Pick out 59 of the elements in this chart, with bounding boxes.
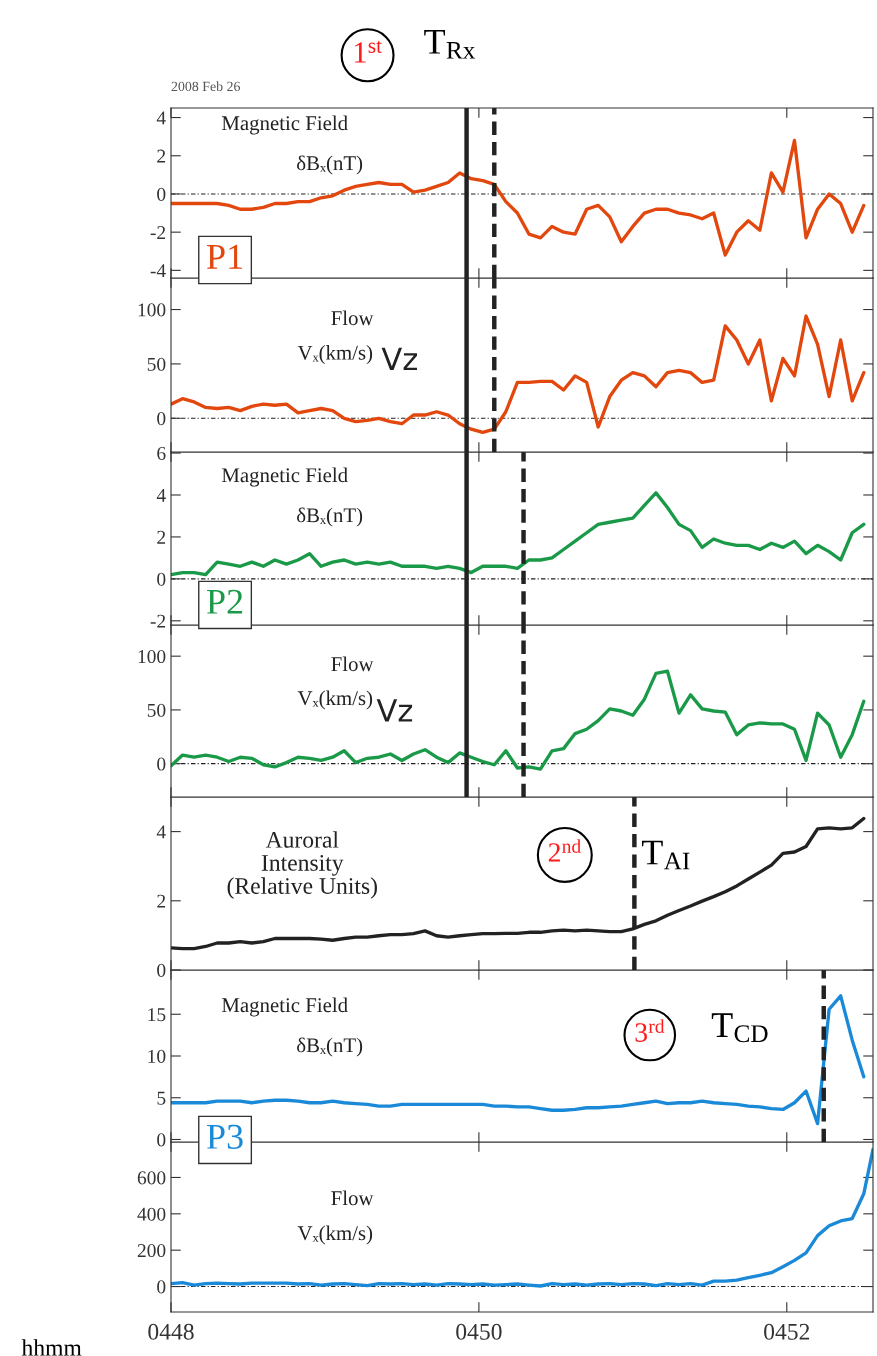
annotation: Vz <box>381 347 418 370</box>
y-tick-label: -2 <box>150 614 166 628</box>
y-tick-label: 2 <box>157 894 166 908</box>
line-series <box>171 491 866 577</box>
x-tick-label: 0448 <box>148 1323 194 1340</box>
annotation: Flow <box>331 1190 374 1206</box>
ref-line-label: T$_{Rx}$ <box>424 29 476 59</box>
ref-line-label: T$_{CD}$ <box>711 1013 768 1043</box>
text: 2008 Feb 26 <box>171 81 241 92</box>
annotation: Magnetic Field <box>221 115 348 135</box>
annotation: Flow <box>331 310 374 326</box>
ref-line-label: T$_{AI}$ <box>641 840 690 870</box>
y-tick-label: 0 <box>157 757 166 771</box>
annotation: P1 <box>207 244 242 269</box>
y-tick-label: 100 <box>138 649 166 664</box>
annotation: Magnetic Field <box>221 997 348 1017</box>
y-tick-label: 15 <box>148 1008 166 1022</box>
annotation: P2 <box>207 589 243 614</box>
y-tick-label: 0 <box>157 572 166 586</box>
y-tick-label: 0 <box>157 1280 166 1294</box>
x-axis-title: hhmm <box>21 1339 82 1356</box>
annotation: 3$^{rd}$ <box>635 1019 665 1042</box>
text: 1$^{st}$ <box>354 40 382 63</box>
y-tick-label: 0 <box>157 1133 166 1147</box>
y-tick-label: 6 <box>157 446 166 460</box>
y-tick-label: 0 <box>157 963 166 977</box>
y-tick-label: -4 <box>150 264 166 278</box>
annotation: Vₓ(km/s) <box>297 1225 373 1245</box>
annotation: Flow <box>331 656 374 672</box>
y-tick-label: 50 <box>147 703 166 717</box>
y-tick-label: 600 <box>137 1171 166 1185</box>
y-tick-label: 200 <box>137 1244 166 1258</box>
y-tick-label: 10 <box>148 1049 166 1063</box>
y-tick-label: 100 <box>138 303 166 317</box>
y-tick-label: -2 <box>150 226 166 239</box>
annotation: 2$^{nd}$ <box>548 839 581 862</box>
y-tick-label: 5 <box>157 1091 166 1105</box>
line-series <box>171 994 866 1126</box>
x-tick-label: 0452 <box>764 1323 810 1340</box>
y-tick-label: 0 <box>157 412 166 426</box>
annotation: Magnetic Field <box>221 467 348 487</box>
annotation: δBₓ(nT) <box>297 155 363 175</box>
y-tick-label: 50 <box>147 357 166 371</box>
y-tick-label: 4 <box>156 111 166 125</box>
y-tick-label: 400 <box>137 1207 166 1221</box>
annotation: Vₓ(km/s) <box>297 345 373 365</box>
annotation: Vz <box>376 699 413 722</box>
annotation: P3 <box>207 1124 243 1149</box>
y-tick-label: 0 <box>157 187 166 201</box>
annotation: Vₓ(km/s) <box>297 690 373 710</box>
y-tick-label: 2 <box>157 149 166 163</box>
line-series <box>171 1147 873 1288</box>
y-tick-label: 4 <box>156 488 166 502</box>
annotation: Auroral Intensity (Relative Units) <box>227 831 377 899</box>
annotation: δBₓ(nT) <box>297 1037 363 1057</box>
y-tick-label: 4 <box>156 825 166 839</box>
y-tick-label: 2 <box>157 530 166 544</box>
annotation: δBₓ(nT) <box>297 507 363 527</box>
x-tick-label: 0450 <box>456 1323 502 1340</box>
